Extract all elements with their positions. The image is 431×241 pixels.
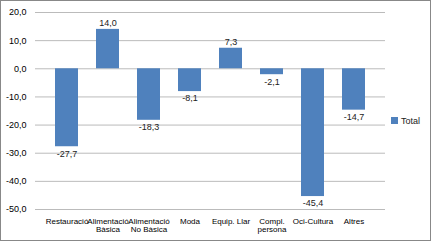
svg-text:0,0: 0,0 [14,64,27,74]
svg-text:-20,0: -20,0 [6,120,27,130]
svg-text:-40,0: -40,0 [6,176,27,186]
svg-text:-27,7: -27,7 [57,149,78,159]
svg-text:-45,4: -45,4 [303,198,324,208]
svg-text:-50,0: -50,0 [6,204,27,214]
svg-text:Compl.persona: Compl.persona [258,217,287,234]
svg-text:10,0: 10,0 [9,36,27,46]
svg-text:-14,7: -14,7 [344,112,365,122]
svg-text:-18,3: -18,3 [139,122,160,132]
svg-text:-2,1: -2,1 [264,77,280,87]
svg-text:14,0: 14,0 [99,18,117,28]
svg-text:AlimentacióBàsica: AlimentacióBàsica [87,217,129,234]
svg-text:AlimentacióNo Bàsica: AlimentacióNo Bàsica [128,217,170,234]
svg-text:Oci-Cultura: Oci-Cultura [293,217,334,226]
svg-text:20,0: 20,0 [9,7,27,17]
svg-text:Moda: Moda [180,217,201,226]
svg-text:-10,0: -10,0 [6,92,27,102]
svg-text:-30,0: -30,0 [6,148,27,158]
svg-text:Equip. Llar: Equip. Llar [212,217,251,226]
svg-text:7,3: 7,3 [225,37,238,47]
svg-text:Altres: Altres [344,217,364,226]
html-text:Total: Total [401,115,420,126]
svg-text:-8,1: -8,1 [182,93,198,103]
svg-text:Restauració: Restauració [46,217,89,226]
